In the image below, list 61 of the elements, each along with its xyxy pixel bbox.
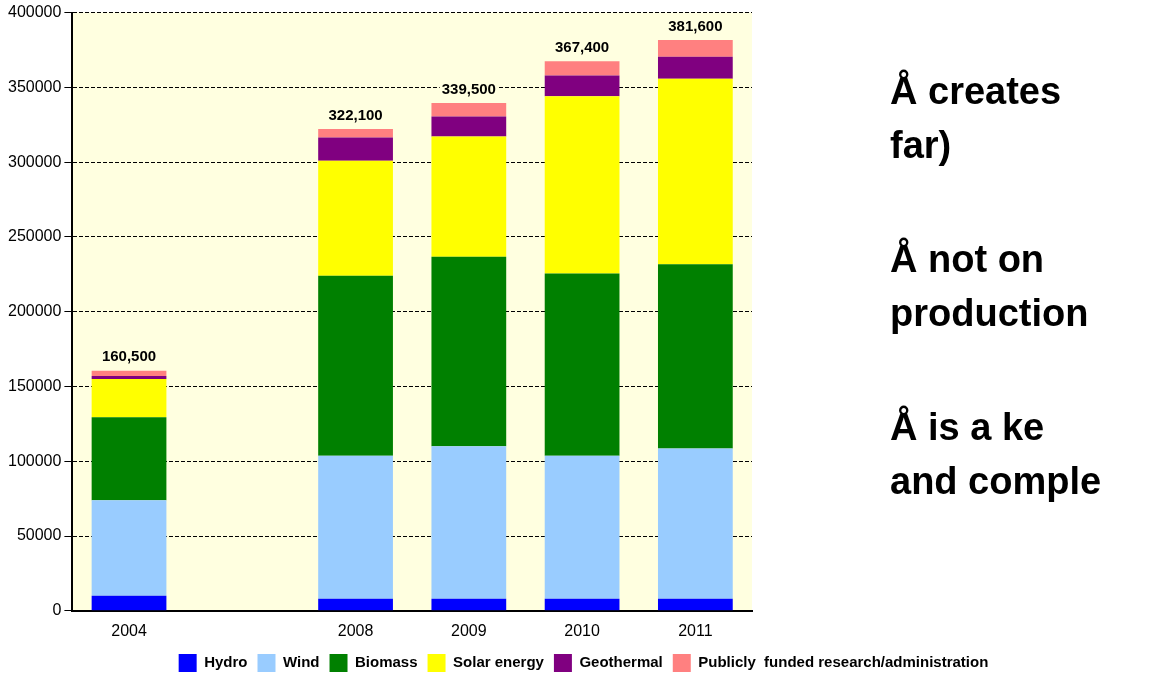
bar	[657, 56, 733, 79]
y-tick-label: 0	[52, 601, 62, 619]
bar	[431, 446, 507, 599]
x-tick-label: 2004	[111, 621, 147, 639]
legend-label: Biomass	[355, 653, 418, 671]
bar	[544, 96, 620, 274]
bar	[657, 264, 733, 449]
text: far)	[890, 124, 953, 168]
text: Å is a ke	[890, 406, 1046, 450]
total-label: 339,500	[441, 79, 496, 97]
bar	[657, 448, 733, 599]
total-label: 322,100	[328, 105, 383, 123]
y-tick-label: 300000	[8, 152, 62, 170]
total-label: 381,600	[668, 16, 723, 34]
bar	[318, 160, 393, 276]
bar	[431, 256, 507, 447]
bar	[544, 455, 620, 599]
y-tick-label: 250000	[8, 227, 62, 245]
bar	[91, 370, 167, 377]
total-label: 367,400	[554, 37, 610, 55]
bar	[544, 273, 620, 456]
bar	[318, 275, 393, 456]
legend-label: Wind	[283, 653, 320, 671]
y-tick-label: 350000	[8, 77, 62, 95]
x-tick-label: 2011	[678, 621, 713, 639]
text: Å not on	[890, 238, 1046, 282]
bar	[91, 595, 167, 611]
y-tick-label: 400000	[8, 3, 62, 21]
x-tick-label: 2009	[451, 621, 487, 639]
legend-label: Solar energy	[453, 653, 545, 671]
bar	[431, 598, 507, 611]
y-tick-label: 200000	[8, 302, 62, 320]
bar	[431, 103, 507, 117]
bar	[657, 78, 733, 265]
total-label: 160,500	[101, 347, 157, 365]
bar	[91, 417, 167, 501]
bar	[544, 598, 620, 611]
bar	[544, 75, 620, 97]
x-tick-label: 2010	[564, 621, 600, 639]
bar	[91, 379, 167, 418]
legend-label: Geothermal	[579, 653, 663, 671]
bar	[544, 61, 620, 76]
bar	[431, 116, 507, 137]
y-tick-label: 50000	[16, 526, 62, 544]
legend-label: Publicly funded research/administration	[698, 653, 989, 671]
bar	[91, 500, 167, 596]
y-tick-label: 100000	[8, 451, 62, 469]
legend-label: Hydro	[204, 653, 248, 671]
x-tick-label: 2008	[337, 621, 374, 639]
bar	[318, 129, 393, 138]
bar	[91, 376, 167, 379]
y-tick-label: 150000	[8, 376, 62, 394]
bar	[431, 136, 507, 257]
text: Å creates	[890, 70, 1063, 114]
bar	[657, 598, 733, 611]
text: production	[890, 292, 1090, 336]
bar	[318, 598, 393, 611]
text: and comple	[890, 460, 1103, 504]
bar	[318, 137, 393, 161]
bar	[657, 40, 733, 57]
bar	[318, 455, 393, 599]
